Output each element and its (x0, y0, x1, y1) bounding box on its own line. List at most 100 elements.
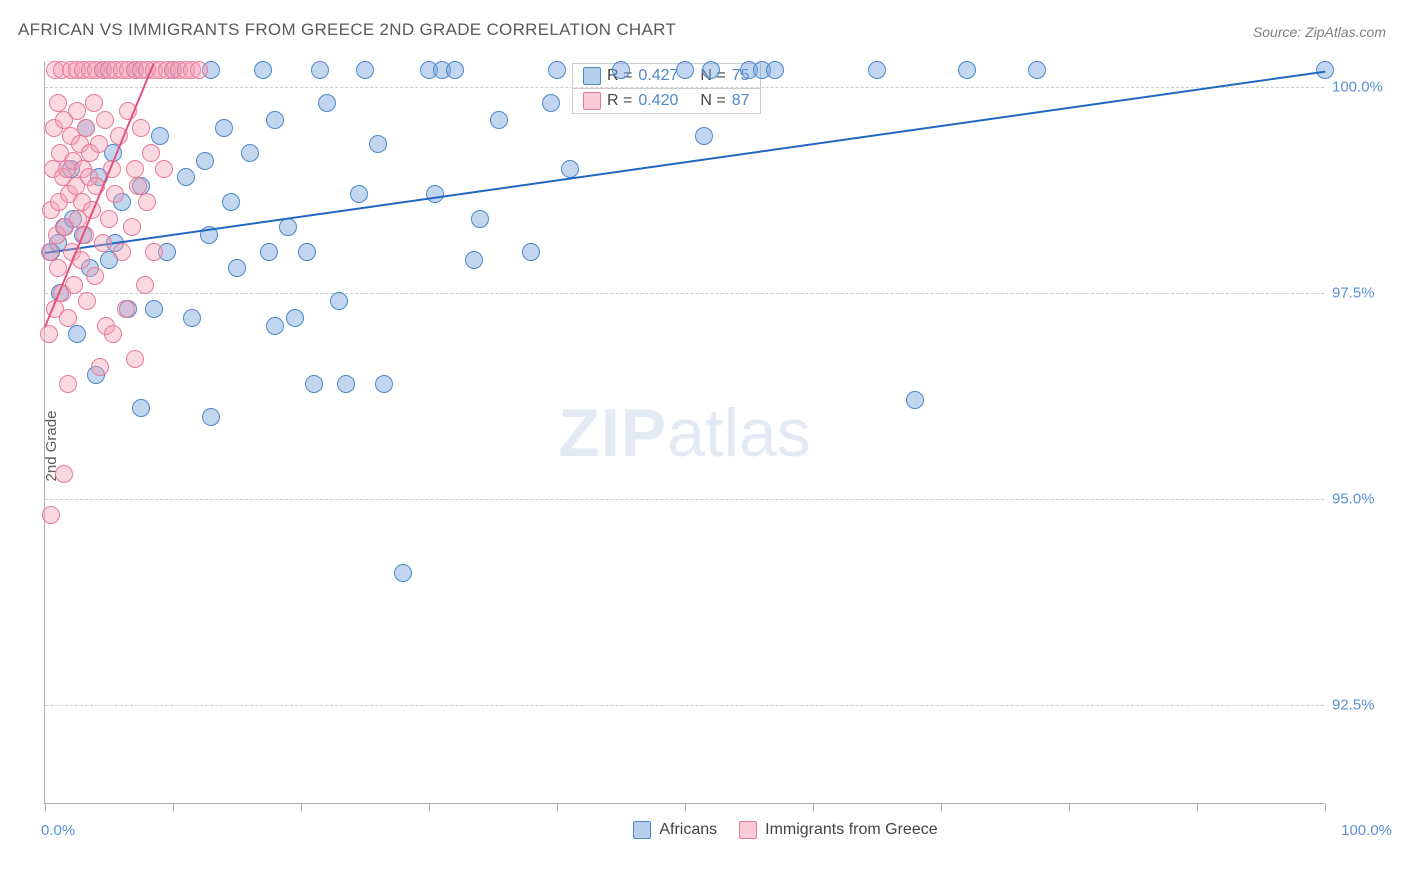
scatter-point (59, 375, 77, 393)
scatter-point (490, 111, 508, 129)
scatter-point (266, 111, 284, 129)
n-label: N = (700, 92, 725, 110)
series-legend: Africans Immigrants from Greece (633, 821, 937, 839)
scatter-point (196, 152, 214, 170)
scatter-point (241, 144, 259, 162)
scatter-point (394, 564, 412, 582)
x-tick (45, 803, 46, 811)
scatter-point (260, 243, 278, 261)
x-tick (1197, 803, 1198, 811)
scatter-point (41, 243, 59, 261)
x-tick (173, 803, 174, 811)
scatter-point (55, 465, 73, 483)
x-tick-label-max: 100.0% (1341, 822, 1392, 839)
scatter-point (612, 61, 630, 79)
scatter-point (129, 177, 147, 195)
gridline-h (45, 293, 1324, 294)
x-tick (301, 803, 302, 811)
x-tick (557, 803, 558, 811)
scatter-point (311, 61, 329, 79)
scatter-point (548, 61, 566, 79)
scatter-point (91, 358, 109, 376)
x-tick (813, 803, 814, 811)
watermark-light: atlas (667, 395, 811, 471)
scatter-point (1028, 61, 1046, 79)
scatter-point (155, 160, 173, 178)
scatter-point (142, 144, 160, 162)
y-tick-label: 100.0% (1332, 78, 1392, 95)
x-tick-label-min: 0.0% (41, 822, 75, 839)
scatter-point (318, 94, 336, 112)
scatter-point (958, 61, 976, 79)
scatter-point (868, 61, 886, 79)
scatter-point (145, 300, 163, 318)
scatter-point (330, 292, 348, 310)
scatter-point (286, 309, 304, 327)
scatter-point (85, 94, 103, 112)
scatter-point (695, 127, 713, 145)
scatter-point (90, 135, 108, 153)
source-label: Source: ZipAtlas.com (1253, 24, 1386, 40)
scatter-point (561, 160, 579, 178)
scatter-point (471, 210, 489, 228)
x-tick (1069, 803, 1070, 811)
scatter-point (305, 375, 323, 393)
scatter-point (132, 399, 150, 417)
swatch-blue-icon (633, 821, 651, 839)
scatter-point (190, 61, 208, 79)
scatter-point (177, 168, 195, 186)
y-tick-label: 92.5% (1332, 697, 1392, 714)
scatter-point (117, 300, 135, 318)
scatter-point (40, 325, 58, 343)
scatter-point (151, 127, 169, 145)
scatter-point (68, 325, 86, 343)
scatter-point (145, 243, 163, 261)
watermark: ZIPatlas (558, 394, 810, 472)
scatter-point (106, 185, 124, 203)
scatter-point (298, 243, 316, 261)
legend-label-greece: Immigrants from Greece (765, 821, 937, 839)
r-value: 0.420 (638, 92, 678, 110)
swatch-pink-icon (583, 92, 601, 110)
legend-row-blue: R = 0.427 N = 75 (572, 63, 761, 89)
scatter-point (465, 251, 483, 269)
gridline-h (45, 705, 1324, 706)
x-tick (941, 803, 942, 811)
correlation-legend: R = 0.427 N = 75 R = 0.420 N = 87 (572, 63, 761, 114)
gridline-h (45, 499, 1324, 500)
scatter-point (183, 309, 201, 327)
scatter-point (113, 243, 131, 261)
scatter-point (906, 391, 924, 409)
scatter-point (279, 218, 297, 236)
r-value: 0.427 (638, 67, 678, 85)
scatter-point (337, 375, 355, 393)
scatter-point (215, 119, 233, 137)
scatter-point (1316, 61, 1334, 79)
plot-area: ZIPatlas R = 0.427 N = 75 R = 0.420 N = … (44, 62, 1324, 804)
scatter-point (426, 185, 444, 203)
scatter-point (94, 234, 112, 252)
scatter-point (254, 61, 272, 79)
scatter-point (59, 309, 77, 327)
legend-label-africans: Africans (659, 821, 717, 839)
chart-title: AFRICAN VS IMMIGRANTS FROM GREECE 2ND GR… (18, 20, 676, 40)
r-label: R = (607, 92, 632, 110)
scatter-point (202, 408, 220, 426)
scatter-point (123, 218, 141, 236)
scatter-point (522, 243, 540, 261)
scatter-point (126, 350, 144, 368)
scatter-point (78, 292, 96, 310)
scatter-point (65, 276, 83, 294)
swatch-pink-icon (739, 821, 757, 839)
scatter-point (375, 375, 393, 393)
n-value: 87 (732, 92, 750, 110)
scatter-point (49, 259, 67, 277)
scatter-point (542, 94, 560, 112)
scatter-point (136, 276, 154, 294)
y-tick-label: 95.0% (1332, 490, 1392, 507)
scatter-point (702, 61, 720, 79)
scatter-point (138, 193, 156, 211)
scatter-point (86, 267, 104, 285)
x-tick (1325, 803, 1326, 811)
scatter-point (222, 193, 240, 211)
